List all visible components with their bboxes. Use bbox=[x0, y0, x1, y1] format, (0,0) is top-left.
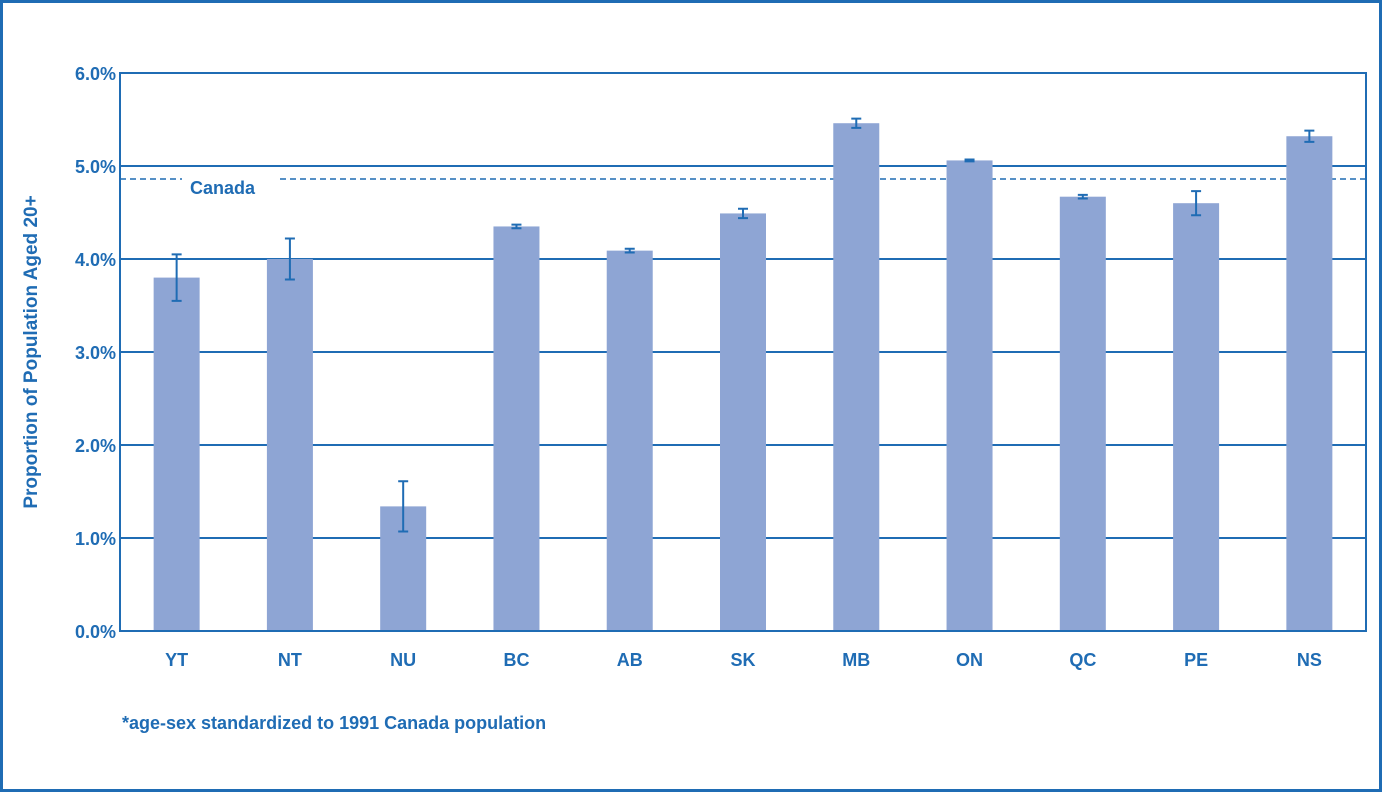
error-bar bbox=[738, 207, 748, 220]
y-tick-label: 5.0% bbox=[75, 157, 116, 177]
bar bbox=[153, 277, 200, 631]
plot-border bbox=[119, 72, 1367, 632]
error-bar bbox=[1304, 129, 1315, 143]
bar bbox=[266, 259, 313, 631]
y-tick-label: 2.0% bbox=[75, 436, 116, 456]
error-bar bbox=[851, 117, 862, 129]
error-bar bbox=[284, 237, 295, 281]
bar bbox=[1173, 203, 1220, 631]
error-bar bbox=[964, 158, 975, 163]
y-axis-label: Proportion of Population Aged 20+ bbox=[21, 195, 42, 508]
x-tick-label: YT bbox=[165, 650, 188, 670]
bar bbox=[833, 123, 880, 631]
bar bbox=[493, 226, 540, 631]
x-tick-label: ON bbox=[956, 650, 983, 670]
x-tick-label: AB bbox=[617, 650, 643, 670]
error-bar bbox=[511, 223, 522, 230]
x-tick-label: QC bbox=[1069, 650, 1096, 670]
error-bar bbox=[624, 247, 635, 254]
reference-label: Canada bbox=[190, 178, 256, 198]
bar bbox=[1059, 196, 1106, 631]
y-tick-label: 1.0% bbox=[75, 529, 116, 549]
x-tick-label: PE bbox=[1184, 650, 1208, 670]
footnote: *age-sex standardized to 1991 Canada pop… bbox=[122, 713, 546, 733]
error-bar bbox=[171, 253, 182, 302]
y-tick-label: 0.0% bbox=[75, 622, 116, 642]
bar bbox=[946, 160, 993, 632]
y-tick-label: 4.0% bbox=[75, 250, 116, 270]
reference-label-bg bbox=[182, 177, 280, 200]
x-tick-label: BC bbox=[503, 650, 529, 670]
x-tick-label: NT bbox=[278, 650, 302, 670]
x-tick-label: NS bbox=[1297, 650, 1322, 670]
error-bar bbox=[398, 480, 409, 533]
error-bar bbox=[1077, 193, 1088, 200]
y-tick-label: 3.0% bbox=[75, 343, 116, 363]
bar bbox=[720, 213, 766, 631]
bar bbox=[1286, 136, 1333, 632]
x-tick-label: NU bbox=[390, 650, 416, 670]
x-tick-label: SK bbox=[730, 650, 755, 670]
bar bbox=[606, 250, 653, 631]
y-tick-label: 6.0% bbox=[75, 64, 116, 84]
x-tick-label: MB bbox=[842, 650, 870, 670]
error-bar bbox=[1191, 190, 1202, 217]
